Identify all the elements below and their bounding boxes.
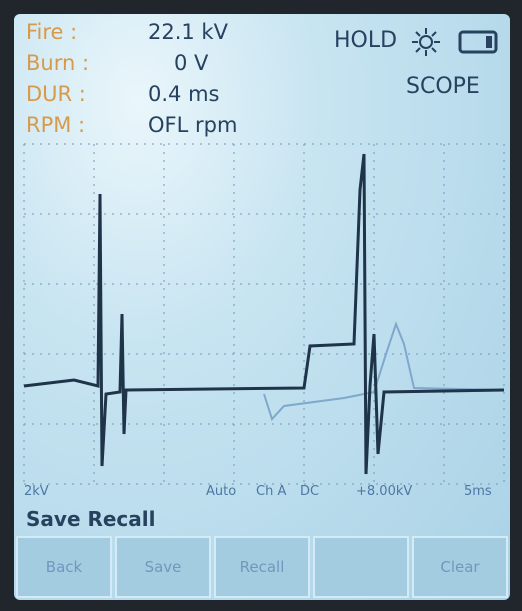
reading-value: OFL rpm <box>148 113 238 137</box>
level: +8.00kV <box>356 484 413 499</box>
backlight-icon <box>412 28 440 56</box>
mode-label: SCOPE <box>406 74 480 99</box>
blank-button[interactable] <box>313 536 409 598</box>
scale: 2kV <box>24 484 49 499</box>
battery-level <box>486 36 492 48</box>
reading-label: DUR : <box>26 82 86 106</box>
clear-button[interactable]: Clear <box>412 536 508 598</box>
trigger: Auto <box>206 484 237 499</box>
coupling: DC <box>300 484 320 499</box>
hold-indicator: HOLD <box>334 28 398 53</box>
reading-label: Burn : <box>26 51 90 75</box>
reading-value: 0 V <box>174 51 209 75</box>
recall-button[interactable]: Recall <box>214 536 310 598</box>
scope-settings: 2kV Auto Ch A DC +8.00kV 5ms <box>24 484 504 504</box>
scope-graphics <box>23 28 505 485</box>
ignition-trace <box>23 153 505 475</box>
grid <box>23 143 505 485</box>
secondary-trace <box>263 321 505 421</box>
screen: Fire : Burn : DUR : RPM : 22.1 kV 0 V 0.… <box>14 14 510 600</box>
timebase: 5ms <box>464 484 492 499</box>
menu-buttons: Back Save Recall Clear <box>16 536 508 598</box>
reading-label: RPM : <box>26 113 86 137</box>
reading-value: 0.4 ms <box>148 82 220 106</box>
save-button[interactable]: Save <box>115 536 211 598</box>
channel: Ch A <box>256 484 287 499</box>
menu-title: Save Recall <box>26 507 156 531</box>
back-button[interactable]: Back <box>16 536 112 598</box>
reading-value: 22.1 kV <box>148 20 228 44</box>
battery-icon <box>458 30 498 54</box>
reading-label: Fire : <box>26 20 78 44</box>
